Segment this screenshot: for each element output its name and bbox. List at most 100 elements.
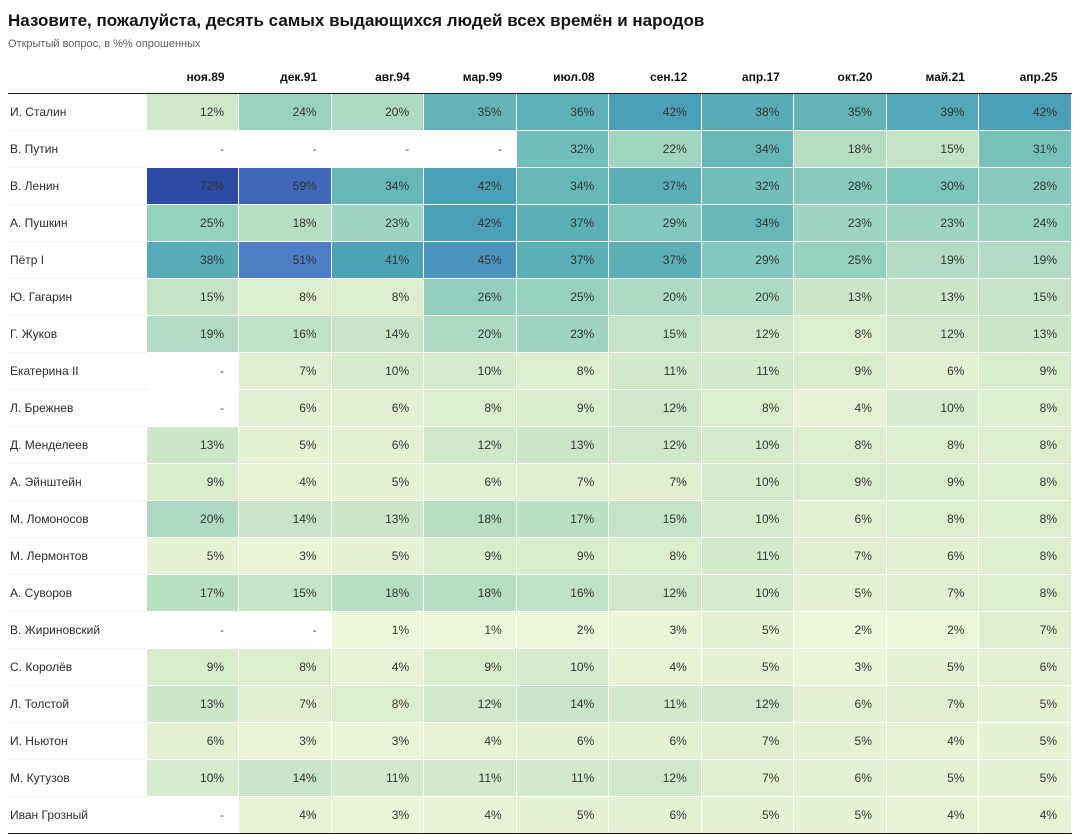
- heatmap-cell: 35%: [793, 93, 887, 132]
- heatmap-cell: 9%: [145, 463, 240, 502]
- heatmap-cell: 7%: [700, 722, 795, 761]
- heatmap-cell: 42%: [423, 204, 517, 243]
- row-label: И. Сталин: [8, 93, 146, 132]
- heatmap-cell: 25%: [145, 204, 240, 243]
- heatmap-cell: 37%: [608, 241, 702, 280]
- row-label: М. Лермонтов: [8, 537, 146, 576]
- heatmap-cell: 8%: [978, 574, 1072, 613]
- heatmap-cell: 6%: [238, 389, 332, 428]
- heatmap-cell: 9%: [515, 389, 610, 428]
- heatmap-cell: 8%: [608, 537, 702, 576]
- heatmap-cell: 23%: [793, 204, 887, 243]
- heatmap-cell: 9%: [515, 537, 610, 576]
- heatmap-cell: 7%: [238, 352, 332, 391]
- heatmap-cell: 2%: [515, 611, 610, 650]
- heatmap-cell: 51%: [238, 241, 332, 280]
- heatmap-cell: 23%: [330, 204, 425, 243]
- heatmap-cell: 5%: [700, 648, 795, 687]
- heatmap-cell: 9%: [145, 648, 240, 687]
- heatmap-cell: 8%: [978, 389, 1072, 428]
- heatmap-cell: 28%: [978, 167, 1072, 206]
- heatmap-cell: 6%: [330, 389, 425, 428]
- heatmap-cell: 10%: [423, 352, 517, 391]
- heatmap-cell: 8%: [793, 426, 887, 465]
- heatmap-cell: 19%: [978, 241, 1072, 280]
- heatmap-cell: 7%: [700, 759, 795, 798]
- heatmap-cell: 15%: [145, 278, 240, 317]
- heatmap-cell: 4%: [238, 796, 332, 834]
- heatmap-cell: 8%: [978, 426, 1072, 465]
- heatmap-cell: 11%: [608, 685, 702, 724]
- row-label: Иван Грозный: [8, 796, 146, 834]
- heatmap-cell: 3%: [238, 537, 332, 576]
- heatmap-cell: 6%: [608, 796, 702, 834]
- heatmap-cell: 9%: [978, 352, 1072, 391]
- heatmap-cell: 6%: [145, 722, 240, 761]
- table-row: В. Жириновский - -1% 1% 2% 3% 5% 2% 2% 7%: [8, 611, 1072, 650]
- heatmap-cell: -: [145, 796, 240, 834]
- heatmap-cell: 6%: [885, 537, 980, 576]
- heatmap-cell: -: [238, 611, 332, 650]
- heatmap-cell: 7%: [978, 611, 1072, 650]
- heatmap-cell: 6%: [885, 352, 980, 391]
- heatmap-cell: 7%: [885, 685, 980, 724]
- heatmap-cell: 12%: [608, 759, 702, 798]
- column-header: мар.99: [423, 66, 517, 95]
- heatmap-cell: 6%: [608, 722, 702, 761]
- heatmap-cell: 32%: [700, 167, 795, 206]
- table-row: М. Ломоносов 20% 14% 13% 18% 17% 15% 10% 6% 8% 8%: [8, 500, 1072, 539]
- heatmap-cell: 42%: [423, 167, 517, 206]
- heatmap-cell: 10%: [700, 574, 795, 613]
- table-row: Иван Грозный -4% 3% 4% 5% 6% 5% 5% 4% 4%: [8, 796, 1072, 834]
- table-row: Ю. Гагарин 15% 8% 8% 26% 25% 20% 20% 13% 13% 15%: [8, 278, 1072, 317]
- heatmap-cell: 13%: [330, 500, 425, 539]
- heatmap-cell: 29%: [700, 241, 795, 280]
- heatmap-cell: 34%: [330, 167, 425, 206]
- heatmap-cell: 11%: [330, 759, 425, 798]
- row-label: В. Жириновский: [8, 611, 146, 650]
- heatmap-cell: 6%: [423, 463, 517, 502]
- heatmap-cell: 8%: [330, 278, 425, 317]
- heatmap-cell: 42%: [978, 93, 1072, 132]
- heatmap-cell: -: [145, 389, 240, 428]
- heatmap-cell: 19%: [145, 315, 240, 354]
- heatmap-cell: 8%: [978, 463, 1072, 502]
- heatmap-cell: 9%: [793, 352, 887, 391]
- heatmap-cell: 12%: [608, 426, 702, 465]
- heatmap-cell: 38%: [145, 241, 240, 280]
- heatmap-cell: 14%: [330, 315, 425, 354]
- table-row: М. Лермонтов 5% 3% 5% 9% 9% 8% 11% 7% 6% 8%: [8, 537, 1072, 576]
- heatmap-cell: -: [423, 130, 517, 169]
- heatmap-table: ноя.89 дек.91 авг.94 мар.99 июл.08 сен.12 апр.…: [8, 66, 1072, 834]
- row-label: А. Эйнштейн: [8, 463, 146, 502]
- heatmap-cell: 7%: [515, 463, 610, 502]
- heatmap-cell: 4%: [978, 796, 1072, 834]
- heatmap-cell: 41%: [330, 241, 425, 280]
- table-row: Л. Брежнев -6% 6% 8% 9% 12% 8% 4% 10% 8%: [8, 389, 1072, 428]
- column-header: сен.12: [608, 66, 702, 95]
- heatmap-cell: 5%: [700, 611, 795, 650]
- row-label: Д. Менделеев: [8, 426, 146, 465]
- heatmap-cell: 12%: [700, 315, 795, 354]
- heatmap-cell: 34%: [515, 167, 610, 206]
- row-label: В. Ленин: [8, 167, 146, 206]
- column-header: дек.91: [238, 66, 332, 95]
- heatmap-cell: 12%: [608, 574, 702, 613]
- heatmap-cell: 15%: [238, 574, 332, 613]
- table-row: И. Ньютон 6% 3% 3% 4% 6% 6% 7% 5% 4% 5%: [8, 722, 1072, 761]
- heatmap-cell: 8%: [238, 278, 332, 317]
- heatmap-cell: 13%: [145, 685, 240, 724]
- heatmap-cell: 20%: [330, 93, 425, 132]
- heatmap-cell: 10%: [700, 426, 795, 465]
- heatmap-cell: 5%: [515, 796, 610, 834]
- heatmap-cell: 29%: [608, 204, 702, 243]
- heatmap-cell: 9%: [793, 463, 887, 502]
- heatmap-cell: 18%: [423, 500, 517, 539]
- heatmap-cell: 5%: [330, 463, 425, 502]
- heatmap-cell: 5%: [793, 574, 887, 613]
- heatmap-cell: 3%: [238, 722, 332, 761]
- heatmap-cell: 5%: [793, 796, 887, 834]
- heatmap-cell: 6%: [330, 426, 425, 465]
- table-row: Г. Жуков 19% 16% 14% 20% 23% 15% 12% 8% 12% 13%: [8, 315, 1072, 354]
